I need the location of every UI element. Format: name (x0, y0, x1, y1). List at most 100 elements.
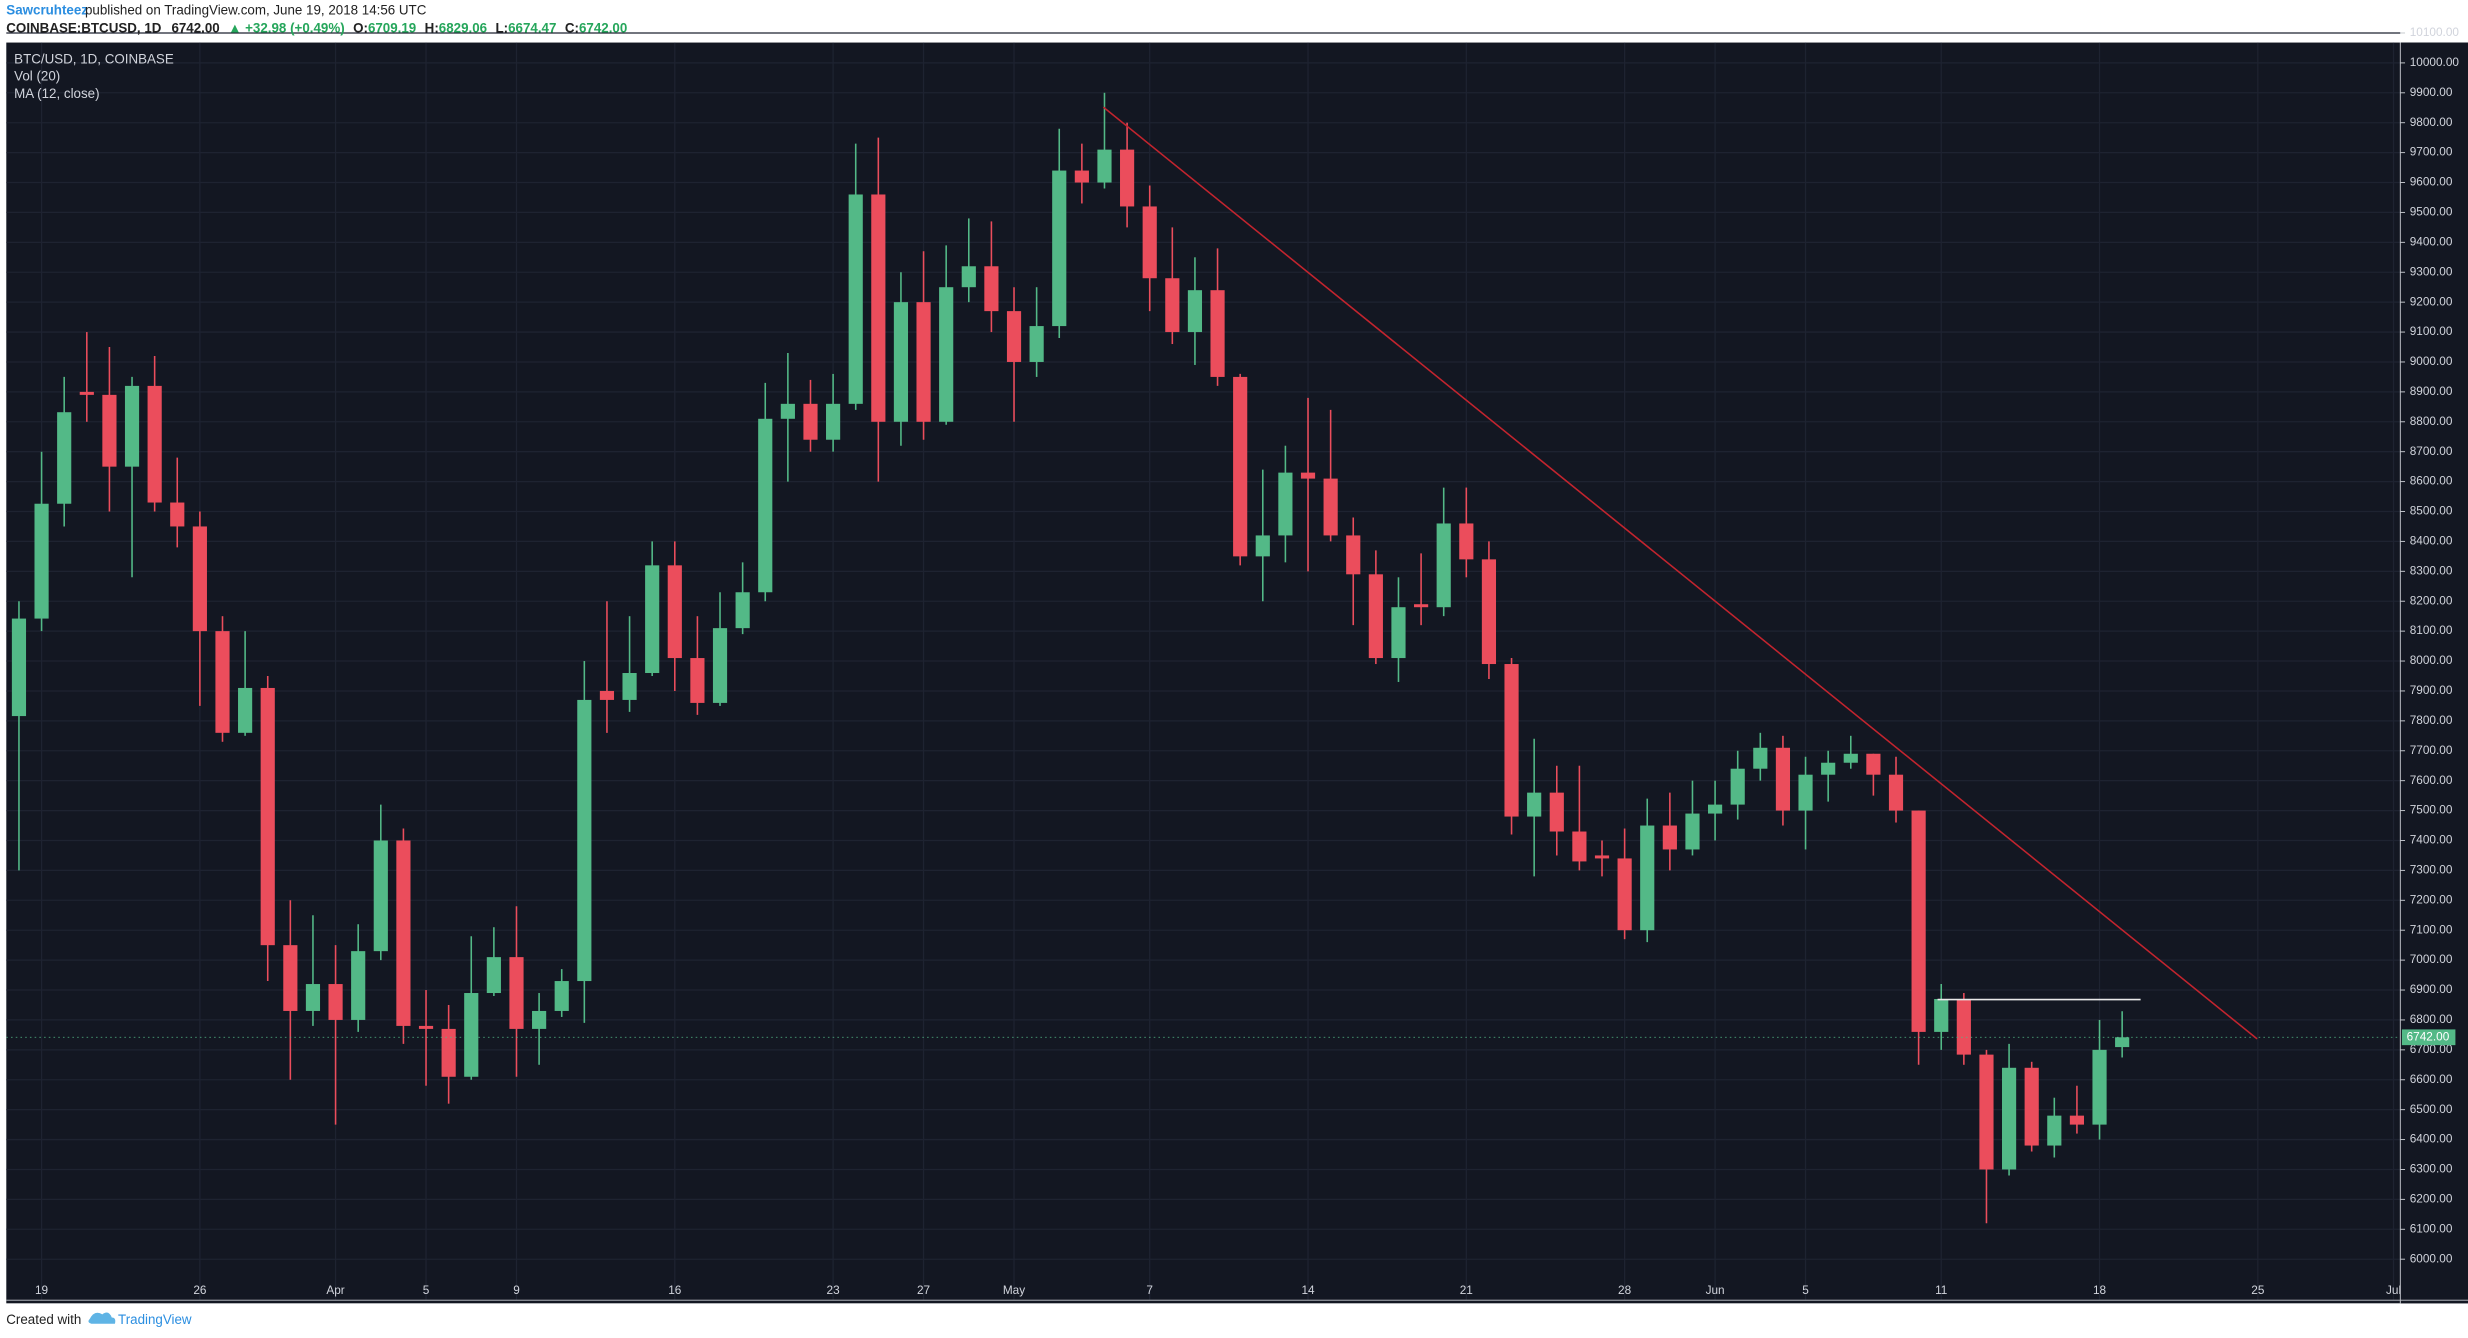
candle-body (1300, 472, 1316, 479)
candle-body (238, 687, 253, 733)
candle-body (712, 628, 728, 703)
x-tick-label: Apr (326, 1283, 344, 1297)
candle-body (1097, 149, 1112, 183)
candle-body (486, 957, 501, 994)
y-tick-label: 7000.00 (2410, 952, 2453, 966)
y-tick-label: 8400.00 (2410, 534, 2453, 548)
y-tick-label: 6800.00 (2410, 1012, 2453, 1026)
published: published on TradingView.com, June 19, 2… (85, 3, 427, 18)
candle-body (1120, 149, 1135, 207)
y-tick-label: 6000.00 (2410, 1251, 2453, 1265)
candle-body (1346, 535, 1361, 575)
candle-body (893, 302, 909, 422)
footer-text: Created with (6, 1312, 81, 1327)
x-tick-label: 7 (1146, 1283, 1153, 1297)
candle-body (1006, 311, 1022, 362)
y-tick-label: 6600.00 (2410, 1072, 2453, 1086)
y-tick-label: 7100.00 (2410, 922, 2453, 936)
x-tick-label: 19 (35, 1283, 48, 1297)
candle-body (961, 266, 976, 288)
candle-body (1934, 998, 1949, 1032)
y-tick-label: 8100.00 (2410, 623, 2453, 637)
candle-body (170, 502, 185, 527)
candle-body (1436, 523, 1451, 608)
o-label: O: (353, 20, 368, 35)
candle-body (464, 993, 479, 1077)
candle-body (1255, 535, 1270, 557)
candle-body (1549, 792, 1564, 832)
candle-body (1323, 478, 1338, 536)
c-label: C: (565, 20, 579, 35)
y-tick-label: 6500.00 (2410, 1102, 2453, 1116)
candle-body (1911, 810, 1926, 1032)
candle-body (1074, 170, 1089, 183)
last-price-label: 6742.00 (2407, 1029, 2450, 1043)
candle-body (1775, 747, 1791, 811)
candle-body (984, 266, 999, 312)
candle-body (57, 412, 72, 504)
brand-logo (88, 1312, 116, 1324)
candle-body (1278, 472, 1293, 536)
y-tick-label: 6100.00 (2410, 1221, 2453, 1235)
c: 6742.00 (579, 20, 627, 35)
candle-body (79, 391, 94, 395)
candle-body (1753, 747, 1768, 769)
y-tick-label: 8300.00 (2410, 563, 2453, 577)
y-tick-label: 6400.00 (2410, 1132, 2453, 1146)
candle-body (532, 1010, 547, 1029)
candle-body (803, 403, 818, 440)
candle-body (1504, 664, 1519, 817)
candle-body (622, 673, 637, 700)
y-tick-label: 7200.00 (2410, 892, 2453, 906)
author[interactable]: Sawcruhteez (6, 3, 88, 18)
y-tick-label: 8700.00 (2410, 444, 2453, 458)
candle-body (1798, 774, 1813, 811)
candle-body (1708, 804, 1723, 814)
y-tick-label: 9000.00 (2410, 354, 2453, 368)
candle-body (735, 592, 750, 629)
y-tick-label: 8000.00 (2410, 653, 2453, 667)
last-price-box (2401, 1029, 2456, 1046)
candle-body (1843, 753, 1858, 763)
x-tick-label: 25 (2251, 1283, 2265, 1297)
y-tick-label: 7400.00 (2410, 833, 2453, 847)
candle-body (351, 951, 366, 1020)
candle-body (418, 1025, 434, 1029)
candle-body (554, 981, 569, 1011)
y-tick-label: 9100.00 (2410, 324, 2453, 338)
y-tick-label: 7700.00 (2410, 743, 2453, 757)
candle-body (1233, 376, 1248, 557)
candle-body (124, 385, 140, 467)
candle-body (34, 503, 49, 619)
y-tick-label: 9300.00 (2410, 264, 2453, 278)
candle-body (1594, 855, 1610, 859)
candle-body (848, 194, 863, 404)
candle-body (328, 984, 343, 1020)
candle-body (305, 984, 321, 1011)
candle-body (1888, 774, 1904, 811)
candle-body (215, 631, 230, 733)
x-tick-label: 28 (1618, 1283, 1632, 1297)
candle-body (871, 194, 886, 422)
candle-body (441, 1028, 456, 1077)
legend-entry: MA (12, close) (14, 86, 99, 101)
candle-body (939, 287, 954, 422)
y-tick-label: 7600.00 (2410, 773, 2453, 787)
h-label: H: (425, 20, 439, 35)
y-tick-label: 9600.00 (2410, 175, 2453, 189)
y-tick-label: 6700.00 (2410, 1042, 2453, 1056)
candle-body (283, 945, 298, 1011)
candle-body (509, 957, 524, 1029)
y-tick-label: 8900.00 (2410, 384, 2453, 398)
y-tick-label: 9400.00 (2410, 234, 2453, 248)
x-tick-label: 5 (1802, 1283, 1809, 1297)
y-tick-label: 7800.00 (2410, 713, 2453, 727)
footer-brand[interactable]: TradingView (118, 1312, 192, 1327)
x-tick-label: 5 (423, 1283, 430, 1297)
price-axis (2400, 42, 2468, 1304)
y-tick-label: 9200.00 (2410, 294, 2453, 308)
candle-body (1685, 813, 1700, 850)
candle-body (1142, 206, 1157, 279)
y-tick-label: 7500.00 (2410, 803, 2453, 817)
legend-entry: Vol (20) (14, 69, 60, 84)
